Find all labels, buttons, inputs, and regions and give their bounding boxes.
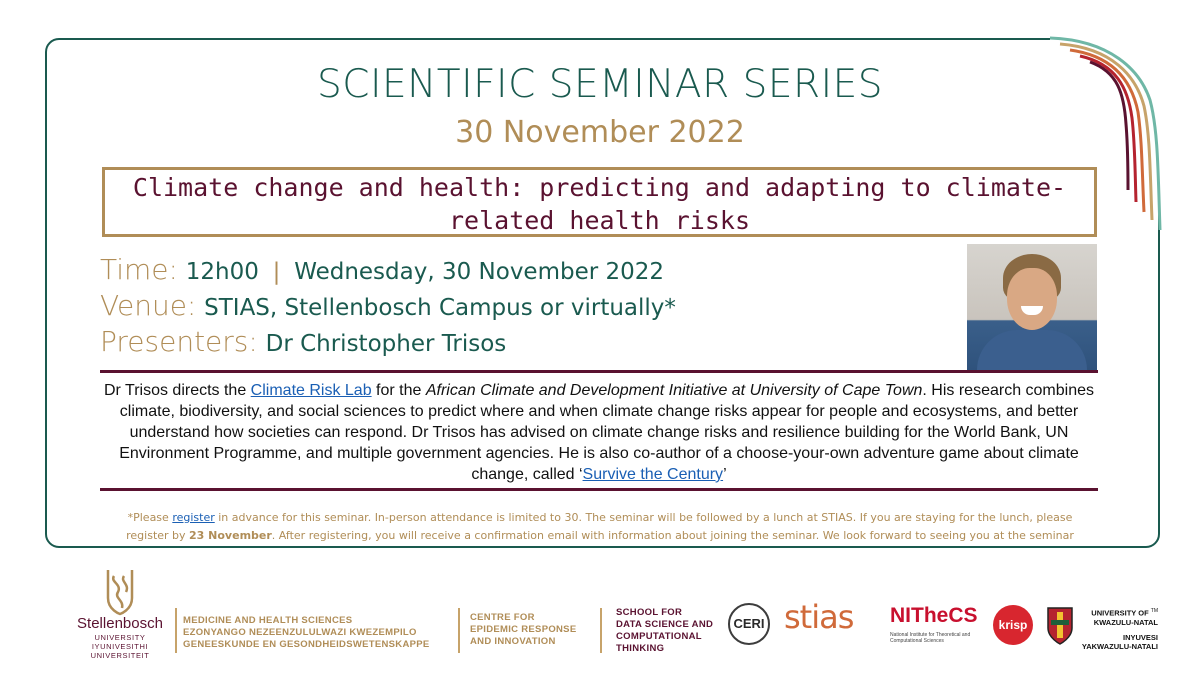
sponsor-footer: Stellenbosch UNIVERSITY IYUNIVESITHI UNI… — [0, 560, 1200, 675]
climate-risk-lab-link[interactable]: Climate Risk Lab — [250, 382, 372, 399]
ukzn-crest-icon — [1047, 607, 1073, 645]
seminar-date: 30 November 2022 — [455, 115, 745, 150]
time-label: Time: — [100, 253, 178, 286]
footer-divider-3 — [600, 608, 602, 653]
register-link[interactable]: register — [172, 511, 215, 524]
presenter-photo — [967, 244, 1097, 370]
venue-row: Venue: STIAS, Stellenbosch Campus or vir… — [100, 289, 676, 325]
divider-bottom — [100, 488, 1098, 491]
stellenbosch-sub: UNIVERSITY IYUNIVESITHI UNIVERSITEIT — [90, 633, 150, 660]
ceri-centre-name: CENTRE FOR EPIDEMIC RESPONSE AND INNOVAT… — [470, 612, 577, 647]
bio-institution: African Climate and Development Initiati… — [425, 382, 923, 399]
time-value: 12h00 — [185, 259, 259, 285]
poster-frame — [45, 38, 1160, 548]
registration-note: *Please register in advance for this sem… — [126, 511, 1074, 542]
ukzn-name: UNIVERSITY OF TM KWAZULU-NATAL INYUVESI … — [1081, 608, 1158, 651]
survive-the-century-link[interactable]: Survive the Century — [582, 466, 724, 483]
faculty-name: MEDICINE AND HEALTH SCIENCES EZONYANGO N… — [183, 615, 430, 650]
register-deadline: 23 November — [189, 529, 272, 542]
presenter-bio: Dr Trisos directs the Climate Risk Lab f… — [103, 382, 1095, 483]
footer-divider-2 — [458, 608, 460, 653]
venue-value: STIAS, Stellenbosch Campus or virtually* — [204, 295, 676, 321]
stellenbosch-name: Stellenbosch — [77, 615, 163, 632]
seminar-series-title: SCIENTIFIC SEMINAR SERIES — [317, 62, 883, 107]
stellenbosch-crest-icon — [106, 570, 134, 616]
stias-logo: stias — [784, 598, 854, 636]
presenters-row: Presenters: Dr Christopher Trisos — [100, 325, 506, 361]
decorative-stripes — [1049, 36, 1162, 230]
time-row: Time: 12h00 | Wednesday, 30 November 202… — [100, 253, 664, 289]
school-name: SCHOOL FOR DATA SCIENCE AND COMPUTATIONA… — [616, 607, 714, 654]
seminar-topic: Climate change and health: predicting an… — [132, 173, 1067, 235]
presenters-value: Dr Christopher Trisos — [265, 331, 507, 357]
day-value: Wednesday, 30 November 2022 — [294, 259, 665, 285]
nithecs-subtitle: National Institute for Theoretical and C… — [890, 632, 971, 644]
topic-box — [102, 167, 1097, 237]
venue-label: Venue: — [100, 289, 197, 322]
nithecs-logo: NITheCS — [890, 604, 978, 627]
krisp-logo: krisp — [993, 605, 1033, 645]
presenters-label: Presenters: — [100, 325, 258, 358]
footer-divider-1 — [175, 608, 177, 653]
time-separator: | — [272, 259, 281, 285]
divider-top — [100, 370, 1098, 373]
ceri-logo: CERI — [728, 603, 770, 645]
